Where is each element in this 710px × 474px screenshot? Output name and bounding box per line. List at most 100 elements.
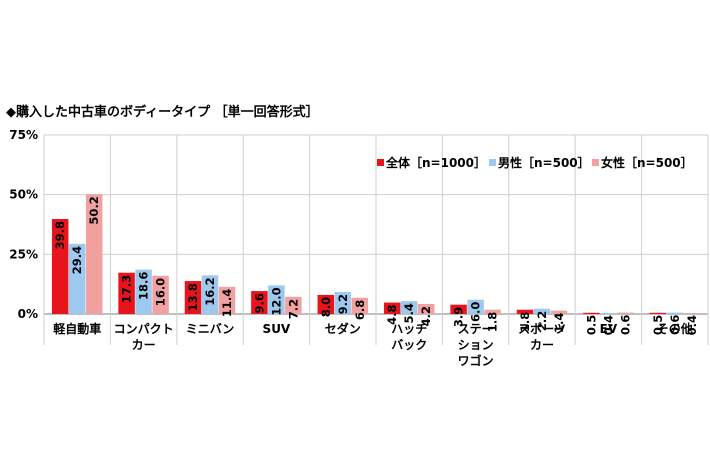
bar <box>450 304 467 314</box>
grid-lines <box>43 134 709 345</box>
bar <box>600 313 617 314</box>
y-tick-label: 0% <box>18 307 38 321</box>
value-label: 1.8 <box>518 312 532 332</box>
category-label: SUV <box>263 322 291 336</box>
value-label: 0.6 <box>668 315 682 335</box>
bar <box>383 302 401 314</box>
category-label: 軽自動車 <box>53 321 101 336</box>
value-label: 3.9 <box>452 307 466 327</box>
category-label: スポーツカー <box>518 321 566 352</box>
value-label: 17.3 <box>120 275 134 303</box>
value-label: 6.8 <box>353 300 367 320</box>
value-label: 9.6 <box>252 293 266 313</box>
category-label-line: SUV <box>263 322 291 336</box>
value-label: 1.4 <box>552 313 566 333</box>
bar <box>649 312 667 314</box>
legend-swatch <box>489 159 496 166</box>
value-label: 2.2 <box>535 311 549 331</box>
category-label: その他 <box>657 321 693 336</box>
value-label: 16.0 <box>154 278 168 306</box>
category-label-line: ション <box>458 338 494 352</box>
value-label: 11.4 <box>220 289 234 317</box>
bar <box>152 275 169 314</box>
category-label-line: EV <box>600 322 618 336</box>
category-label-line: スポーツ <box>518 321 566 336</box>
legend: 全体［n=1000］ 男性［n=500］ 女性［n=500］ <box>377 155 693 170</box>
category-label-line: ステー <box>458 322 494 336</box>
bar <box>118 272 135 314</box>
value-label: 29.4 <box>70 246 84 274</box>
category-label-line: セダン <box>325 321 361 336</box>
bar <box>218 286 236 314</box>
bar <box>617 312 634 314</box>
value-label: 18.6 <box>137 272 151 300</box>
value-label: 1.8 <box>486 312 500 332</box>
bar <box>285 296 302 314</box>
value-label: 9.2 <box>336 294 350 314</box>
bar <box>251 291 268 314</box>
category-label: セダン <box>325 321 361 336</box>
bar <box>484 309 501 314</box>
value-label: 8.0 <box>319 297 333 317</box>
bar <box>666 312 684 314</box>
bar <box>334 292 352 314</box>
value-label: 39.8 <box>53 221 67 249</box>
bar <box>317 294 335 314</box>
bar <box>68 243 86 314</box>
category-label-line: コンパクト <box>114 322 174 336</box>
value-label: 4.2 <box>419 306 433 326</box>
value-label: 0.6 <box>618 315 632 335</box>
category-label-line: カー <box>132 338 156 352</box>
category-label-line: ミニバン <box>186 322 235 336</box>
category-label: コンパクトカー <box>114 322 174 352</box>
bar <box>201 275 219 314</box>
value-label: 0.5 <box>651 315 665 335</box>
bars <box>51 194 701 314</box>
legend-label: 全体［n=1000］ <box>385 155 486 170</box>
category-label: ハッチバック <box>391 322 427 352</box>
value-labels: 39.8 17.3 13.8 9.6 8.0 4.8 3.9 1.8 0.5 0.5 29.4 18.… <box>53 196 699 335</box>
legend-swatch <box>592 159 599 166</box>
bar <box>533 308 551 314</box>
category-label-line: その他 <box>657 321 693 336</box>
category-label-line: ハッチ <box>391 322 427 336</box>
value-label: 16.2 <box>203 277 217 305</box>
y-tick-label: 50% <box>9 188 38 202</box>
bar <box>583 312 600 314</box>
y-tick-label: 75% <box>9 128 38 142</box>
legend-label: 女性［n=500］ <box>601 155 693 170</box>
category-label: ステーションワゴン <box>458 322 494 368</box>
bar <box>683 313 701 314</box>
value-label: 0.5 <box>584 315 598 335</box>
value-label: 4.8 <box>385 305 399 325</box>
value-label: 13.8 <box>186 283 200 311</box>
category-label-line: ワゴン <box>458 353 494 368</box>
value-label: 50.2 <box>87 196 101 224</box>
value-label: 5.4 <box>402 303 416 323</box>
value-label: 0.4 <box>685 315 699 335</box>
y-tick-label: 25% <box>9 247 38 261</box>
bar <box>51 219 69 314</box>
legend-swatch <box>377 159 384 166</box>
bar <box>417 303 435 314</box>
legend-label: 男性［n=500］ <box>498 155 590 170</box>
value-label: 12.0 <box>269 287 283 315</box>
bar <box>550 310 568 314</box>
bar <box>351 297 369 314</box>
bar <box>85 194 103 314</box>
bar <box>268 285 285 314</box>
chart-title: ◆購入した中古車のボディータイプ ［単一回答形式］ <box>6 104 319 120</box>
category-label: EV <box>600 322 618 336</box>
value-label: 0.4 <box>601 315 615 335</box>
y-axis: 0% 25% 50% 75% <box>9 128 38 321</box>
value-label: 6.0 <box>469 302 483 322</box>
bar <box>400 301 418 314</box>
bar <box>184 281 202 314</box>
bar <box>467 299 484 314</box>
category-label-line: 軽自動車 <box>53 321 101 336</box>
bar <box>135 269 152 314</box>
bar <box>516 309 534 314</box>
category-label-line: カー <box>530 338 554 352</box>
